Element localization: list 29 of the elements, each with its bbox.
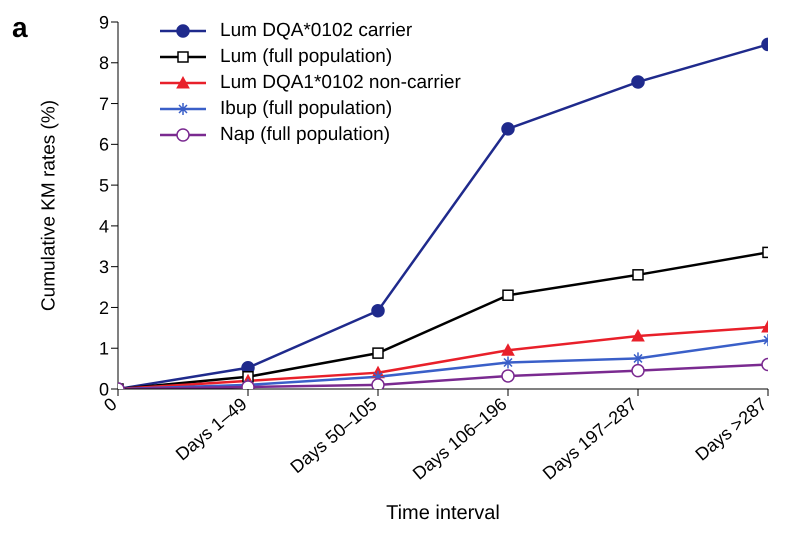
point	[632, 269, 644, 281]
x-axis-title: Time interval	[386, 502, 500, 524]
y-axis-title: Cumulative KM rates (%)	[38, 100, 60, 312]
legend-label: Lum DQA1*0102 non-carrier	[220, 71, 461, 95]
point	[501, 122, 515, 136]
legend-label: Nap (full population)	[220, 123, 390, 147]
y-tick-label: 1	[98, 338, 109, 359]
point	[502, 289, 514, 301]
y-tick-label: 5	[98, 176, 109, 196]
point	[632, 329, 644, 342]
point	[631, 364, 645, 378]
y-tick-label: 6	[98, 134, 109, 155]
point	[371, 304, 385, 318]
y-tick-label: 2	[98, 298, 109, 318]
y-tick-label: 7	[98, 94, 109, 114]
point	[502, 344, 514, 356]
y-tick-label: 3	[98, 257, 109, 278]
point	[631, 75, 645, 89]
legend-label: Lum DQA*0102 carrier	[220, 19, 412, 43]
point	[371, 378, 385, 389]
point	[372, 347, 384, 359]
y-tick-label: 8	[98, 53, 109, 74]
point	[501, 369, 515, 383]
y-tick-label: 0	[98, 379, 109, 400]
legend-label: Lum (full population)	[220, 45, 392, 69]
y-tick-label: 9	[98, 12, 109, 32]
legend-label: Ibup (full population)	[220, 97, 392, 121]
text: a	[12, 12, 28, 44]
y-tick-label: 4	[98, 216, 109, 236]
